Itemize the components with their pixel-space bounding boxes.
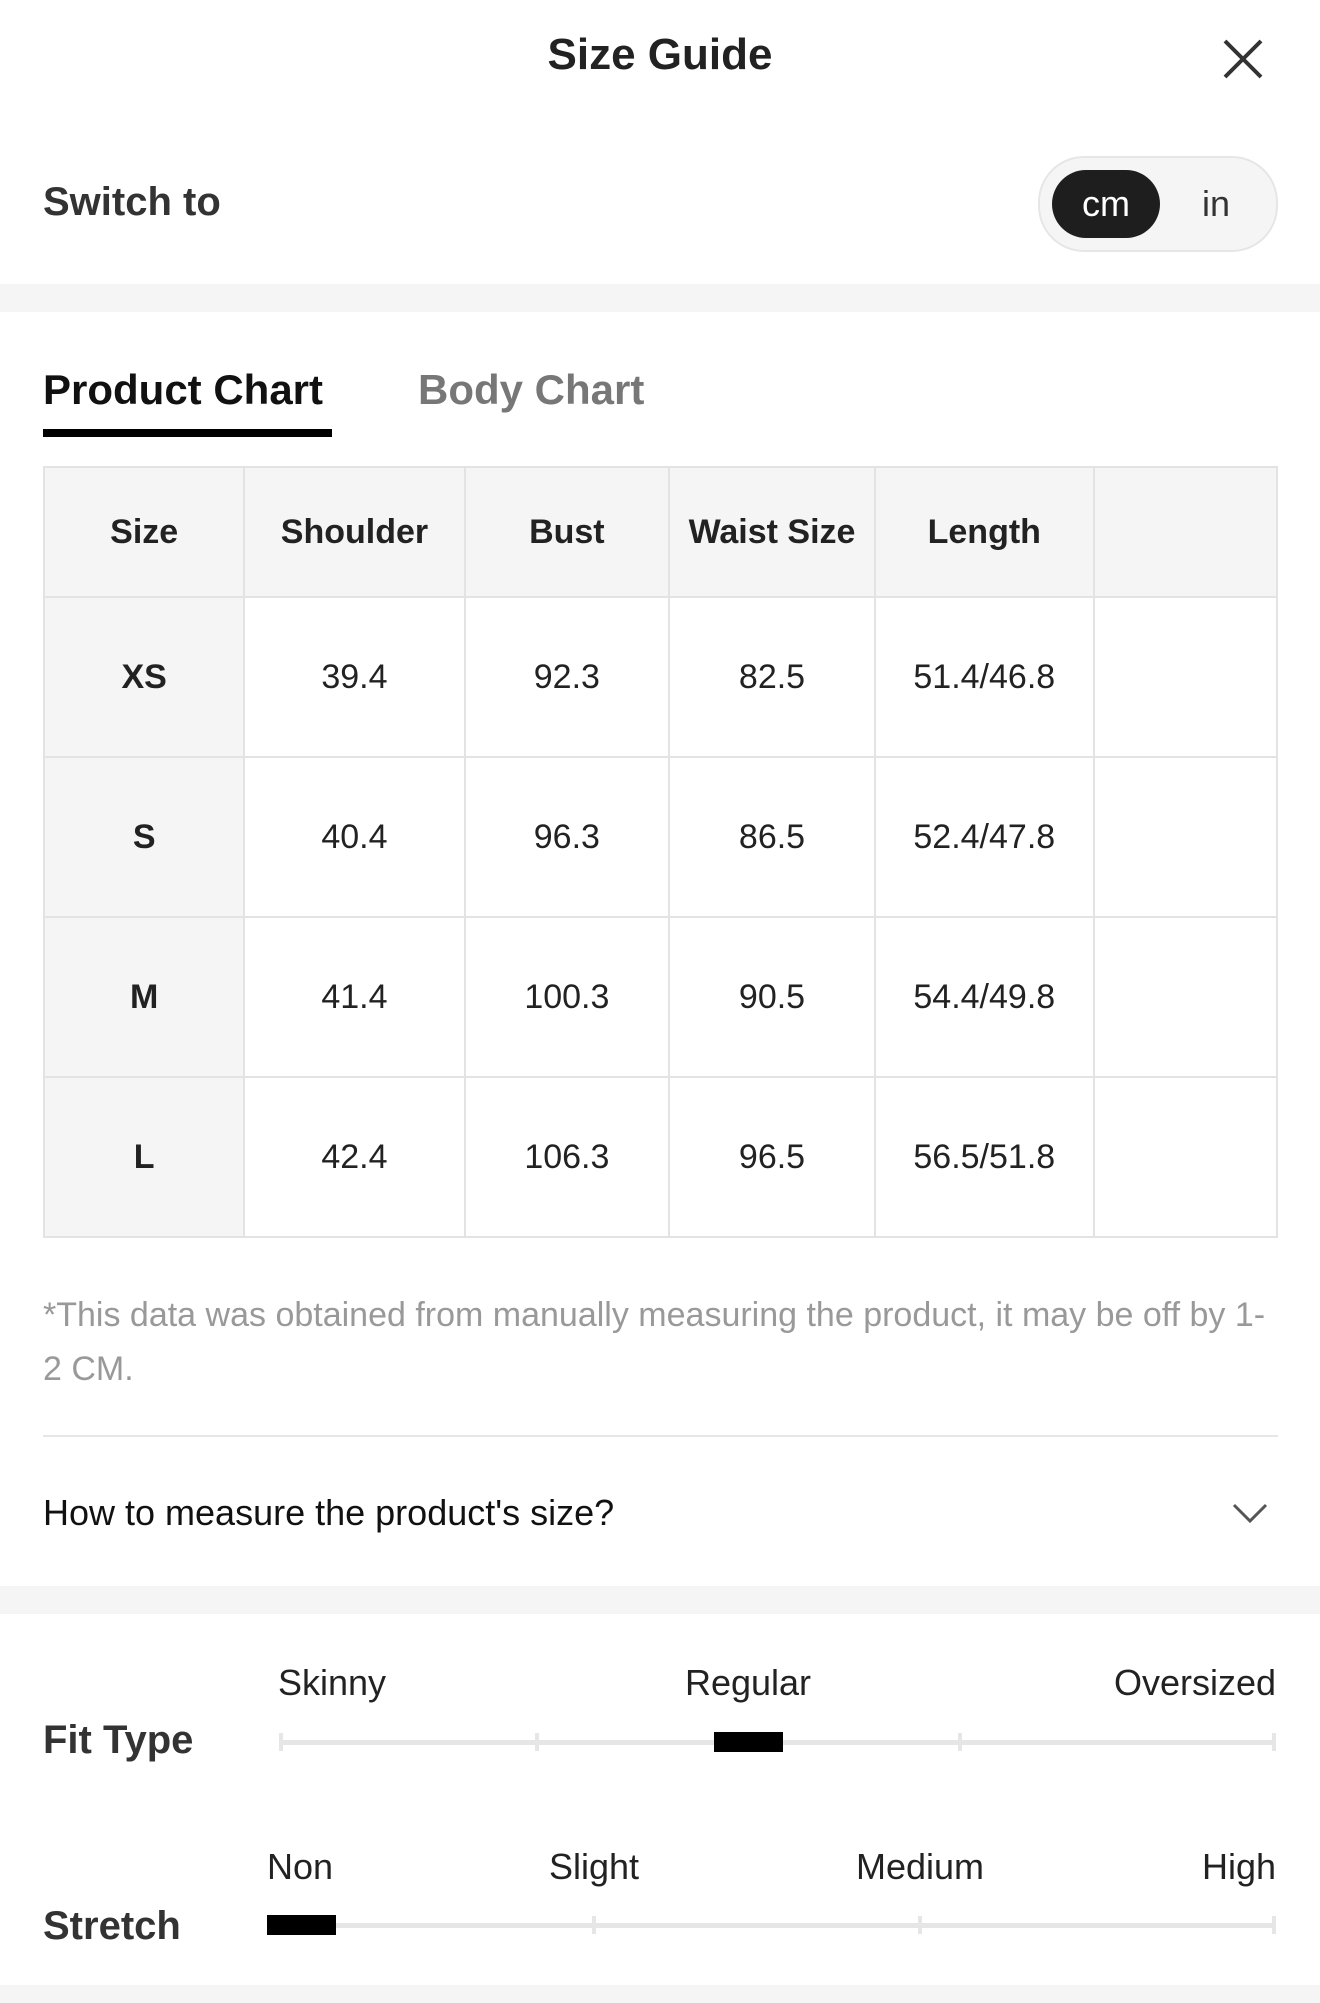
- scale-label: Regular: [684, 1662, 812, 1703]
- fit-type-label: Fit Type: [43, 1718, 194, 1762]
- title: Size Guide: [547, 30, 773, 79]
- cell: 42.4: [243, 1076, 466, 1238]
- cut-off-cell: [1092, 466, 1278, 598]
- header-cell: Shoulder: [243, 466, 466, 598]
- header-cell: Size: [43, 466, 246, 598]
- unit-cm[interactable]: cm: [1052, 170, 1160, 238]
- separator: [0, 1586, 1320, 1614]
- cell: XS: [43, 596, 246, 758]
- cell: 106.3: [463, 1076, 671, 1238]
- tick: [918, 1916, 922, 1934]
- cell: 90.5: [668, 916, 876, 1078]
- cell: 96.5: [668, 1076, 876, 1238]
- cut-off-cell: [1092, 1076, 1278, 1238]
- cell: 56.5/51.8: [873, 1076, 1095, 1238]
- tick: [535, 1733, 539, 1751]
- fit-marker: [714, 1732, 783, 1752]
- stretch-track: [267, 1923, 1276, 1928]
- row: M 41.4 100.3 90.5 54.4/49.8: [43, 916, 1278, 1078]
- cell: L: [43, 1076, 246, 1238]
- cell: 82.5: [668, 596, 876, 758]
- size-table: Size Shoulder Bust Waist Size Length XS 39.4 92…: [43, 466, 1278, 1238]
- cell: 92.3: [463, 596, 671, 758]
- switch-label: Switch to: [43, 180, 221, 224]
- cell: 39.4: [243, 596, 466, 758]
- cell: 100.3: [463, 916, 671, 1078]
- cell: M: [43, 916, 246, 1078]
- scale-label: Oversized: [1113, 1662, 1276, 1703]
- accordion-label[interactable]: How to measure the product's size?: [43, 1492, 615, 1533]
- tab-body[interactable]: Body Chart: [418, 366, 645, 413]
- scale-label: Medium: [855, 1846, 985, 1887]
- tick: [279, 1733, 283, 1751]
- separator: [0, 284, 1320, 312]
- tick: [958, 1733, 962, 1751]
- unit-toggle: cm in: [1038, 156, 1278, 252]
- note: *This data was obtained from manually me…: [43, 1296, 1266, 1388]
- divider: [43, 1435, 1278, 1437]
- tick: [592, 1916, 596, 1934]
- row: L 42.4 106.3 96.5 56.5/51.8: [43, 1076, 1278, 1238]
- cut-off-cell: [1092, 596, 1278, 758]
- scale-label: Slight: [548, 1846, 640, 1887]
- header-cell: Length: [873, 466, 1095, 598]
- header-row: Size Shoulder Bust Waist Size Length: [43, 466, 1278, 598]
- separator: [0, 1985, 1320, 2003]
- header-cell: Waist Size: [668, 466, 876, 598]
- cell: 96.3: [463, 756, 671, 918]
- scale-label: High: [1201, 1846, 1276, 1887]
- table-wrap: Size Shoulder Bust Waist Size Length XS 39.4 92…: [43, 466, 1278, 1238]
- tab-product[interactable]: Product Chart: [43, 366, 324, 413]
- cell: 54.4/49.8: [873, 916, 1095, 1078]
- cell: S: [43, 756, 246, 918]
- close-button[interactable]: [1222, 38, 1264, 80]
- scale-label: Skinny: [277, 1662, 387, 1703]
- unit-in[interactable]: in: [1201, 183, 1231, 224]
- cell: 40.4: [243, 756, 466, 918]
- chevron[interactable]: [1232, 1502, 1268, 1524]
- row: S 40.4 96.3 86.5 52.4/47.8: [43, 756, 1278, 918]
- cell: 41.4: [243, 916, 466, 1078]
- tick: [1272, 1916, 1276, 1934]
- tick: [1272, 1733, 1276, 1751]
- cut-off-cell: [1092, 756, 1278, 918]
- scale-label: Non: [266, 1846, 334, 1887]
- stretch-marker: [267, 1915, 336, 1935]
- cut-off-cell: [1092, 916, 1278, 1078]
- row: XS 39.4 92.3 82.5 51.4/46.8: [43, 596, 1278, 758]
- cell: 86.5: [668, 756, 876, 918]
- tab-underline: [43, 429, 332, 437]
- stretch-label: Stretch: [43, 1904, 181, 1948]
- header-cell: Bust: [463, 466, 671, 598]
- cell: 51.4/46.8: [873, 596, 1095, 758]
- cell: 52.4/47.8: [873, 756, 1095, 918]
